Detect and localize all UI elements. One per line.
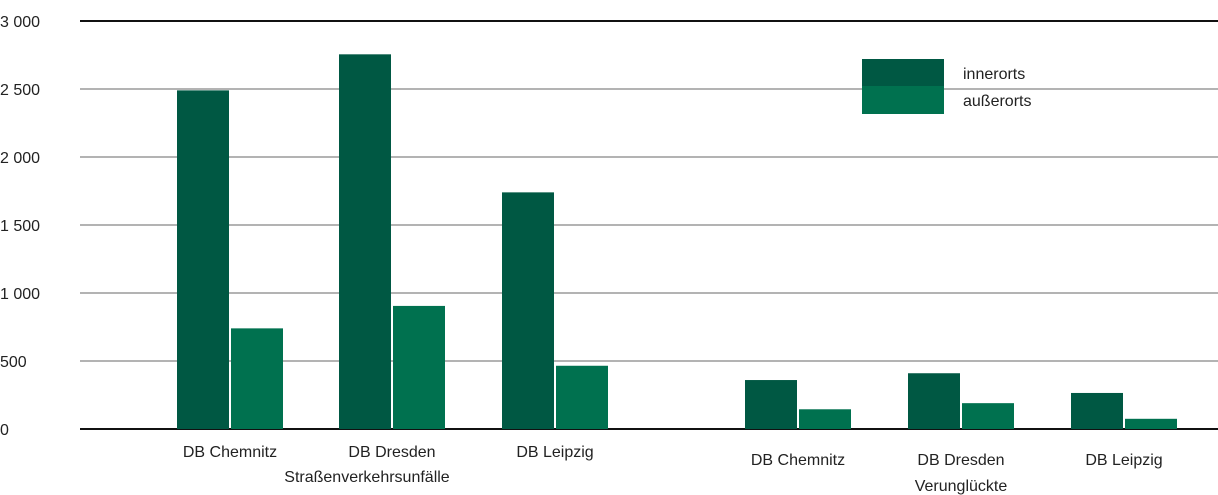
group-label: Verunglückte [915,478,1008,495]
group-labels: Straßenverkehrsunfälle Verunglückte [284,469,1007,495]
x-tick-label: DB Chemnitz [751,452,845,469]
x-tick-label: DB Dresden [348,444,435,461]
bar-ausserorts [393,305,445,429]
y-tick-label: 2 500 [0,82,40,99]
bar-innerorts [908,373,960,429]
x-axis-ticks: DB Chemnitz DB Dresden DB Leipzig DB Chemni… [183,444,1163,469]
bar-ausserorts [799,409,851,429]
bar-innerorts [1071,392,1123,429]
legend-swatch [862,59,944,87]
legend-label: außerorts [963,93,1031,110]
y-axis-ticks: 0 500 1 000 1 500 2 000 2 500 3 000 [0,14,40,439]
bars [177,54,1177,430]
legend: innerorts außerorts [862,59,1031,114]
x-tick-label: DB Leipzig [1085,452,1162,469]
x-tick-label: DB Chemnitz [183,444,277,461]
legend-swatch [862,86,944,114]
bar-ausserorts [231,328,283,429]
y-tick-label: 3 000 [0,14,40,31]
bar-ausserorts [962,403,1014,429]
bar-ausserorts [1125,418,1177,429]
bar-innerorts [502,192,554,429]
legend-label: innerorts [963,66,1025,83]
bar-innerorts [177,90,229,430]
bar-innerorts [745,380,797,429]
x-tick-label: DB Dresden [917,452,1004,469]
y-tick-label: 500 [0,354,27,371]
y-tick-label: 1 500 [0,218,40,235]
group-label: Straßenverkehrsunfälle [284,469,450,486]
y-tick-label: 2 000 [0,150,40,167]
y-tick-label: 1 000 [0,286,40,303]
x-tick-label: DB Leipzig [516,444,593,461]
bar-ausserorts [556,365,608,429]
y-tick-label: 0 [0,422,9,439]
bar-innerorts [339,54,391,429]
